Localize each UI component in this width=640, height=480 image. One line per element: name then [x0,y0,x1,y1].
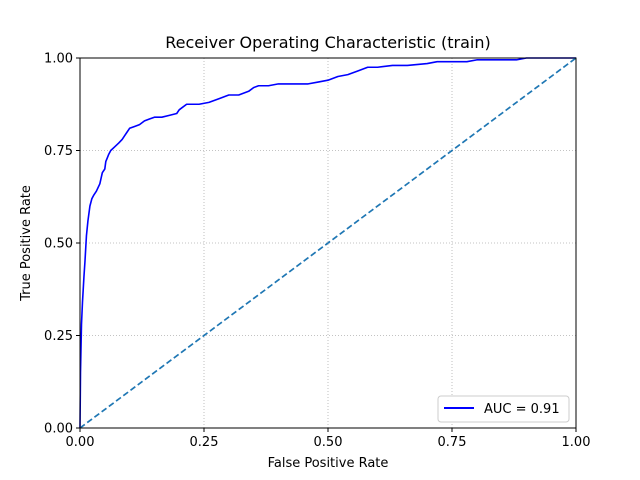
x-tick-label: 1.00 [562,435,591,450]
y-axis-label: True Positive Rate [19,185,34,302]
y-tick-label: 0.00 [44,422,73,437]
x-axis-label: False Positive Rate [268,456,389,471]
x-tick-label: 0.25 [190,435,219,450]
x-tick-label: 0.50 [314,435,343,450]
legend-label: AUC = 0.91 [484,402,560,417]
chance-diagonal-line [79,57,577,429]
series-layer [79,57,577,429]
chart-title: Receiver Operating Characteristic (train… [165,33,490,52]
roc-curve-line [79,57,576,429]
y-tick-label: 1.00 [44,52,73,67]
x-tick-label: 0.00 [66,435,95,450]
y-tick-label: 0.50 [44,237,73,252]
y-tick-label: 0.25 [44,329,73,344]
ticks: 0.00 0.25 0.50 0.75 1.00 0.00 0.25 0.50 0.75 1.00 [44,52,590,451]
x-tick-label: 0.75 [438,435,467,450]
legend-box [437,395,570,423]
y-tick-label: 0.75 [44,144,73,159]
legend: AUC = 0.91 [437,395,570,423]
